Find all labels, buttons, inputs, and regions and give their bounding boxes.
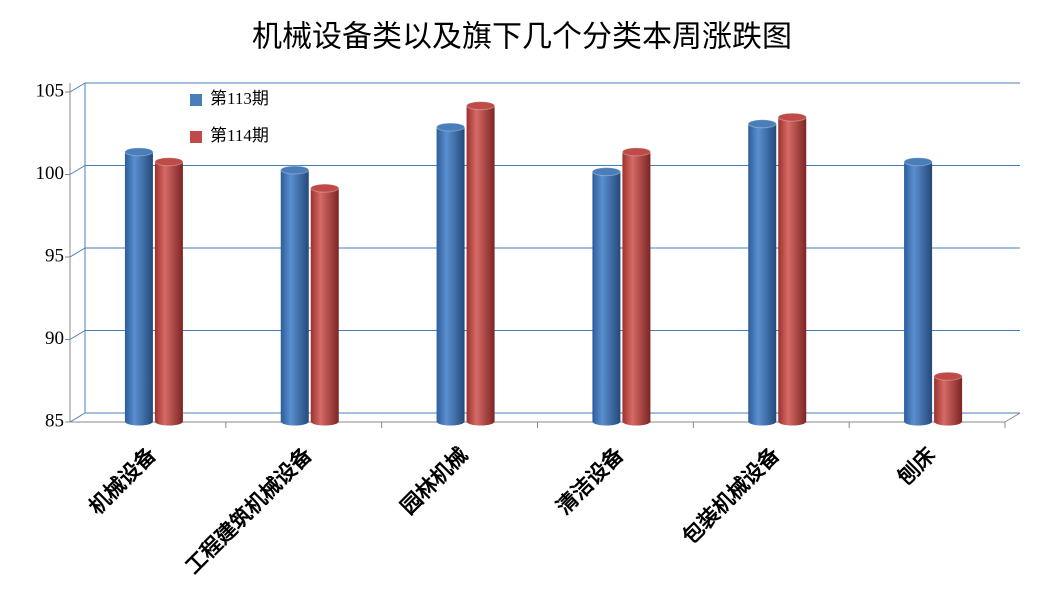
grid-line [69, 330, 86, 340]
bar-body [466, 105, 495, 426]
x-tick-label: 清洁设备 [552, 442, 629, 519]
x-tick-label: 包装机械设备 [678, 442, 785, 549]
x-tick-label: 园林机械 [396, 443, 472, 519]
bar-top [747, 119, 777, 129]
legend-swatch [190, 94, 202, 106]
bar [777, 112, 807, 426]
bar-body [154, 161, 183, 426]
bar-body [778, 117, 807, 426]
bar-body [310, 188, 339, 426]
bar-top [466, 101, 496, 111]
x-tick-label: 刨床 [892, 443, 939, 490]
legend-label: 第114期 [210, 126, 269, 145]
grid-line [69, 412, 86, 423]
y-tick-label: 105 [36, 80, 65, 101]
y-tick-label: 85 [45, 410, 64, 431]
legend-label: 第113期 [210, 89, 269, 108]
bar-body [934, 376, 963, 426]
bar-top [591, 167, 621, 177]
chart-title: 机械设备类以及旗下几个分类本周涨跌图 [252, 20, 792, 55]
grid-line [69, 82, 86, 93]
bar-body [124, 151, 153, 426]
y-tick-label: 90 [45, 328, 64, 349]
bar [310, 183, 340, 426]
grid-line [69, 165, 86, 175]
bar-top [280, 165, 310, 175]
axis-line [1004, 412, 1021, 423]
x-tick-label: 机械设备 [84, 442, 161, 519]
bar-body [622, 151, 651, 426]
bar [933, 371, 963, 426]
bar [621, 147, 651, 426]
bar [436, 122, 466, 426]
bar-top [621, 147, 651, 157]
grid-line [69, 247, 86, 258]
bar-top [903, 157, 933, 167]
x-tick-label: 工程建筑机械设备 [181, 442, 317, 578]
bar-body [748, 123, 777, 426]
bar [124, 147, 154, 426]
bar [591, 167, 621, 426]
bar-body [280, 170, 309, 426]
bar-top [777, 112, 807, 122]
bar-top [436, 122, 466, 132]
bar [747, 119, 777, 426]
bar-top [154, 157, 184, 167]
bar [903, 157, 933, 426]
bar-top [124, 147, 154, 157]
legend-swatch [190, 131, 202, 143]
bar-body [904, 161, 933, 426]
bar [466, 101, 496, 426]
y-tick-label: 100 [36, 163, 65, 184]
bar-top [933, 371, 963, 381]
bar-top [310, 183, 340, 193]
bar [154, 157, 184, 426]
bar-body [436, 127, 465, 426]
bar [280, 165, 310, 426]
y-tick-label: 95 [45, 245, 64, 266]
bar-body [592, 171, 621, 426]
